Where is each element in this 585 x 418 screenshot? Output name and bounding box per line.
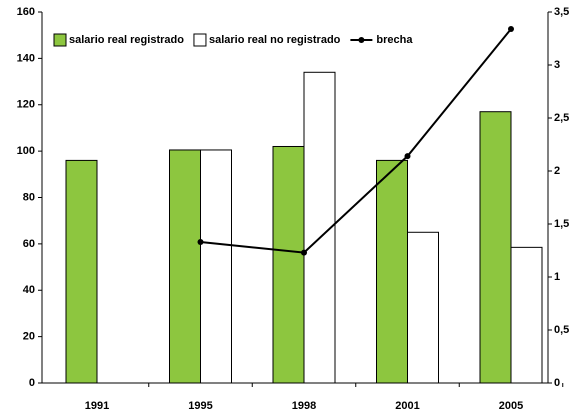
y2-tick-label: 0,5 <box>554 324 569 336</box>
y-tick-label: 160 <box>17 6 35 18</box>
y-tick-label: 140 <box>17 52 35 64</box>
line-point <box>301 249 307 256</box>
x-tick-label: 2001 <box>395 400 419 412</box>
legend-label: brecha <box>376 34 413 46</box>
y-tick-label: 80 <box>23 191 35 203</box>
bar <box>376 159 408 384</box>
y2-tick-label: 1,5 <box>554 218 569 230</box>
y2-tick-label: 2 <box>554 165 560 177</box>
y-tick-label: 100 <box>17 145 35 157</box>
x-tick-label: 1991 <box>85 400 109 412</box>
y2-tick-label: 2,5 <box>554 112 569 124</box>
x-tick-label: 1995 <box>188 400 212 412</box>
y2-tick-label: 1 <box>554 271 560 283</box>
line-point <box>404 153 411 160</box>
y-tick-label: 120 <box>17 99 35 111</box>
bar <box>407 231 439 384</box>
bar <box>169 149 201 384</box>
bar <box>510 246 543 384</box>
legend-swatch <box>53 33 67 47</box>
bar <box>479 111 512 384</box>
legend-label: salario real no registrado <box>209 34 341 46</box>
line <box>200 28 512 254</box>
x-tick-label: 1998 <box>292 400 316 412</box>
legend-swatch <box>193 33 207 47</box>
y-tick-label: 20 <box>23 331 35 343</box>
legend-label: salario real registrado <box>69 34 184 46</box>
line-point <box>508 25 514 32</box>
line-point <box>197 239 204 246</box>
x-tick-label: 2005 <box>499 400 523 412</box>
y-tick-label: 40 <box>23 284 35 296</box>
bar <box>272 145 305 384</box>
bar <box>65 159 98 384</box>
y2-tick-label: 0 <box>554 377 560 389</box>
bar <box>200 149 232 384</box>
y-tick-label: 0 <box>29 377 35 389</box>
y-tick-label: 60 <box>23 238 35 250</box>
legend-dot <box>358 37 365 43</box>
y2-tick-label: 3,5 <box>554 6 569 18</box>
y2-tick-label: 3 <box>554 59 560 71</box>
